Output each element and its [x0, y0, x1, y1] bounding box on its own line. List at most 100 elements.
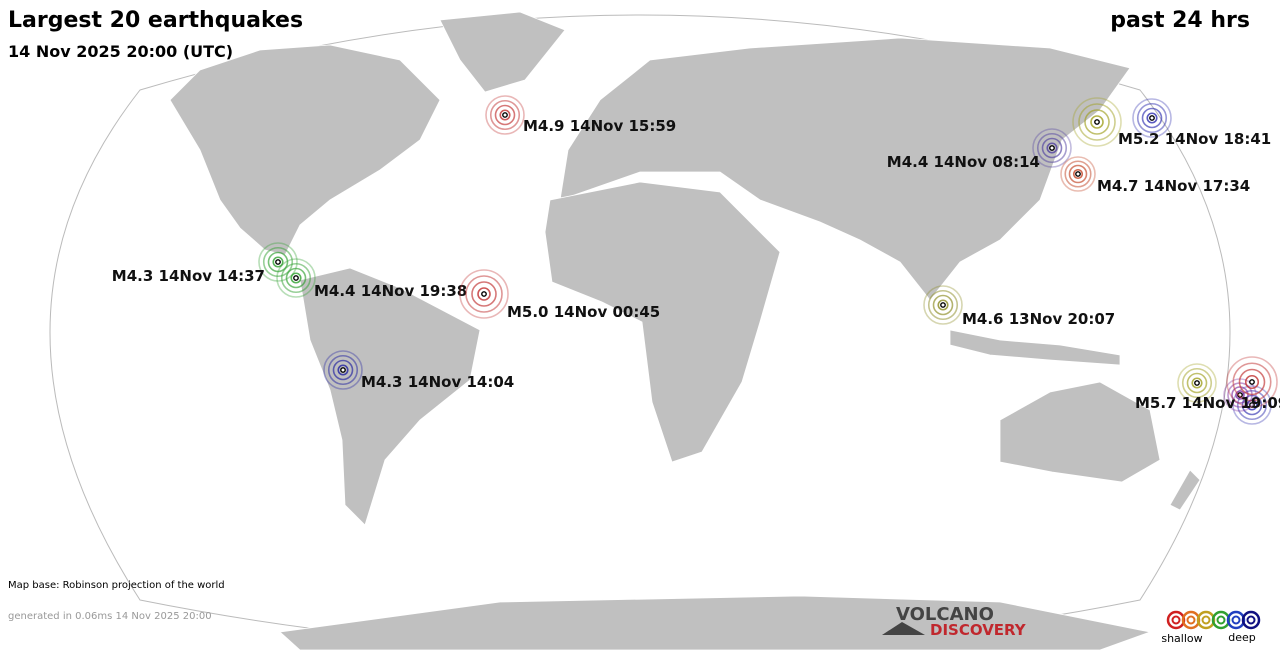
- ring: [276, 258, 316, 298]
- ring: [1084, 109, 1110, 135]
- legend-ring: [1226, 610, 1246, 630]
- center: [1049, 145, 1055, 151]
- quake-label: M4.4 14Nov 19:38: [314, 282, 467, 300]
- ring: [499, 109, 511, 121]
- center: [1075, 171, 1081, 177]
- quake-label: M4.6 13Nov 20:07: [962, 310, 1115, 328]
- quake-label: M4.3 14Nov 14:04: [361, 373, 514, 391]
- center: [1194, 380, 1200, 386]
- quake-label: M5.2 14Nov 18:41: [1118, 130, 1271, 148]
- ring: [465, 275, 503, 313]
- ring: [1041, 137, 1063, 159]
- ring: [1132, 98, 1172, 138]
- quake-marker: [1177, 363, 1217, 403]
- landmasses: [169, 11, 1201, 650]
- ring: [1064, 160, 1092, 188]
- legend-ring-inner: [1231, 615, 1241, 625]
- legend-ring: [1181, 610, 1201, 630]
- ring: [267, 251, 289, 273]
- ring: [477, 287, 491, 301]
- center: [340, 367, 346, 373]
- ring: [1191, 377, 1203, 389]
- ring: [1136, 102, 1168, 134]
- ring: [1032, 128, 1072, 168]
- quake-marker: [1132, 98, 1172, 138]
- africa: [544, 181, 781, 463]
- ring: [1090, 115, 1104, 129]
- ring: [280, 262, 312, 294]
- ring: [323, 350, 363, 390]
- generated-note: generated in 0.06ms 14 Nov 2025 20:00: [8, 611, 212, 622]
- title: Largest 20 earthquakes: [8, 8, 303, 33]
- center: [502, 112, 508, 118]
- ring: [1068, 164, 1088, 184]
- ring: [327, 354, 359, 386]
- map-base-note: Map base: Robinson projection of the wor…: [8, 580, 225, 591]
- legend-ring: [1166, 610, 1186, 630]
- new-zealand: [1169, 469, 1201, 511]
- quake-marker: [1072, 97, 1122, 147]
- eurasia: [559, 37, 1131, 301]
- ring: [272, 256, 284, 268]
- legend-ring: [1196, 610, 1216, 630]
- ring: [1072, 97, 1122, 147]
- legend-ring-inner: [1216, 615, 1226, 625]
- greenland: [439, 11, 566, 93]
- center: [481, 291, 487, 297]
- ring: [485, 95, 525, 135]
- center: [940, 302, 946, 308]
- quake-marker: [323, 350, 363, 390]
- ring: [1072, 168, 1084, 180]
- north-america: [169, 44, 441, 256]
- australia: [999, 381, 1161, 483]
- ring: [1036, 132, 1068, 164]
- center: [1249, 402, 1255, 408]
- ring: [258, 242, 298, 282]
- ring: [1226, 356, 1278, 408]
- logo-line1: VOLCANO: [896, 604, 994, 625]
- logo-icon: [882, 622, 925, 635]
- quake-marker: [258, 242, 298, 282]
- ring: [923, 285, 963, 325]
- timestamp: 14 Nov 2025 20:00 (UTC): [8, 42, 233, 61]
- ring: [1078, 103, 1116, 141]
- center: [1094, 119, 1100, 125]
- quake-label: M4.9 14Nov 15:59: [523, 117, 676, 135]
- quake-label: M5.0 14Nov 00:45: [507, 303, 660, 321]
- ring: [262, 246, 294, 278]
- antarctica: [279, 595, 1152, 650]
- ring: [290, 272, 302, 284]
- center: [1149, 115, 1155, 121]
- ring: [489, 99, 521, 131]
- legend-deep: deep: [1228, 631, 1256, 644]
- ring: [1141, 107, 1163, 129]
- quake-marker: [923, 285, 963, 325]
- quake-label: M4.4 14Nov 08:14: [887, 153, 1040, 171]
- south-america: [299, 267, 481, 526]
- quake-label: M5.7 14Nov 19:09: [1135, 394, 1280, 412]
- ring: [1235, 390, 1245, 400]
- quake-label: M4.3 14Nov 14:37: [112, 267, 265, 285]
- center: [275, 259, 281, 265]
- ring: [471, 281, 497, 307]
- quake-marker: [1060, 156, 1096, 192]
- quake-label: M4.7 14Nov 17:34: [1097, 177, 1250, 195]
- ring: [1177, 363, 1217, 403]
- legend-ring-inner: [1201, 615, 1211, 625]
- legend-ring-inner: [1171, 615, 1181, 625]
- center: [1249, 379, 1255, 385]
- quake-marker: [276, 258, 316, 298]
- center: [293, 275, 299, 281]
- legend-ring: [1241, 610, 1261, 630]
- logo-line2: DISCOVERY: [930, 621, 1027, 639]
- ring: [1232, 362, 1272, 402]
- ring: [927, 289, 959, 321]
- ring: [1238, 368, 1266, 396]
- ring: [1146, 112, 1158, 124]
- ring: [285, 267, 307, 289]
- legend-ring: [1211, 610, 1231, 630]
- ring: [1046, 142, 1058, 154]
- ring: [1060, 156, 1096, 192]
- legend-ring-inner: [1246, 615, 1256, 625]
